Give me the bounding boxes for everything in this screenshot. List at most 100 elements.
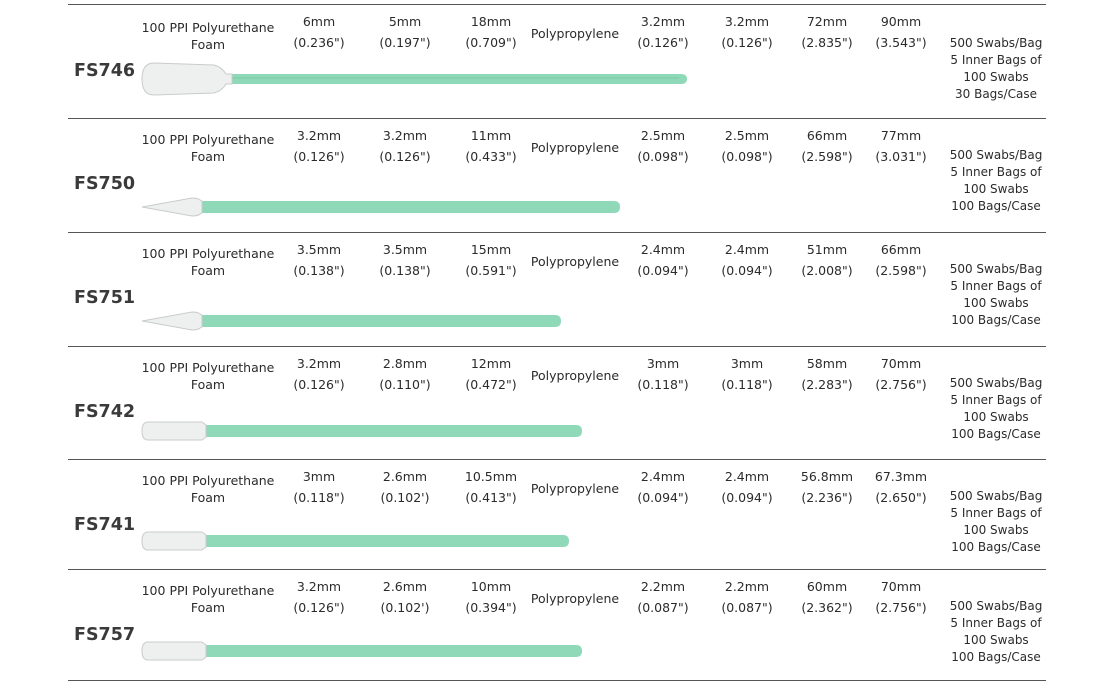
dimension-inch: (3.543"): [875, 35, 927, 50]
dimension-mm: 3.2mm: [724, 14, 770, 29]
dimension-mm: 2.5mm: [640, 128, 686, 143]
dimension-inch: (0.433"): [465, 149, 517, 164]
dimension-inch: (0.102'): [380, 600, 430, 615]
dimension-d1: 3.2mm (0.126"): [280, 576, 358, 618]
packaging-line: 100 Swabs: [963, 182, 1029, 196]
dimension-inch: (2.362"): [801, 600, 853, 615]
dimension-inch: (0.126"): [293, 149, 345, 164]
dimension-inch: (0.138"): [293, 263, 345, 278]
packaging-line: 500 Swabs/Bag: [949, 262, 1043, 276]
handle: [204, 425, 582, 437]
dimension-d5: 2.4mm (0.094"): [708, 239, 786, 281]
dimension-d2: 5mm (0.197"): [366, 11, 444, 53]
dimension-mm: 90mm: [880, 14, 922, 29]
dimension-mm: 67.3mm: [874, 469, 928, 484]
dimension-d1: 3.5mm (0.138"): [280, 239, 358, 281]
dimension-inch: (0.110"): [379, 377, 431, 392]
dimension-mm: 3.5mm: [382, 242, 428, 257]
foam-line: 100 PPI Polyurethane: [141, 132, 275, 147]
foam-line: Foam: [190, 377, 226, 392]
handle: [202, 201, 620, 213]
dimension-mm: 3mm: [302, 469, 336, 484]
dimension-inch: (2.598"): [875, 263, 927, 278]
packaging-line: 5 Inner Bags of: [950, 616, 1042, 630]
dimension-mm: 2.4mm: [640, 242, 686, 257]
foam-material: 100 PPI Polyurethane Foam: [138, 359, 278, 393]
swab-illustration: [141, 311, 561, 331]
packaging-line: 5 Inner Bags of: [950, 53, 1042, 67]
foam-material: 100 PPI Polyurethane Foam: [138, 19, 278, 53]
dimension-d4: 2.2mm (0.087"): [624, 576, 702, 618]
dimension-inch: (0.118"): [721, 377, 773, 392]
foam-tip: [141, 641, 207, 661]
table-row: FS746 100 PPI Polyurethane Foam 6mm (0.236")…: [68, 4, 1046, 119]
packaging-info: 500 Swabs/Bag 5 Inner Bags of 100 Swabs 30 …: [938, 35, 1054, 103]
dimension-mm: 77mm: [880, 128, 922, 143]
swab-illustration: [141, 641, 582, 661]
foam-line: 100 PPI Polyurethane: [141, 583, 275, 598]
model-number: FS750: [74, 174, 136, 194]
dimension-mm: 60mm: [806, 579, 848, 594]
dimension-d2: 3.2mm (0.126"): [366, 125, 444, 167]
dimension-mm: 6mm: [302, 14, 336, 29]
dimension-inch: (0.118"): [293, 490, 345, 505]
dimension-mm: 2.6mm: [382, 579, 428, 594]
dimension-inch: (0.236"): [293, 35, 345, 50]
dimension-mm: 10.5mm: [464, 469, 518, 484]
dimension-mm: 2.4mm: [640, 469, 686, 484]
foam-material: 100 PPI Polyurethane Foam: [138, 472, 278, 506]
table-row: FS742 100 PPI Polyurethane Foam 3.2mm (0.126…: [68, 346, 1046, 460]
dimension-mm: 2.2mm: [640, 579, 686, 594]
handle-material: Polypropylene: [530, 140, 620, 155]
handle: [202, 315, 561, 327]
swab-illustration: [141, 197, 620, 217]
packaging-line: 100 Bags/Case: [951, 199, 1041, 213]
foam-line: Foam: [190, 263, 226, 278]
model-number: FS742: [74, 402, 136, 422]
dimension-d7: 66mm (2.598"): [862, 239, 940, 281]
packaging-line: 500 Swabs/Bag: [949, 489, 1043, 503]
model-number: FS751: [74, 288, 136, 308]
handle-material: Polypropylene: [530, 26, 620, 41]
dimension-mm: 3.2mm: [296, 579, 342, 594]
foam-tip: [141, 197, 203, 217]
foam-line: 100 PPI Polyurethane: [141, 20, 275, 35]
foam-line: Foam: [190, 600, 226, 615]
dimension-mm: 2.2mm: [724, 579, 770, 594]
dimension-mm: 15mm: [470, 242, 512, 257]
dimension-inch: (0.394"): [465, 600, 517, 615]
packaging-line: 100 Bags/Case: [951, 540, 1041, 554]
dimension-inch: (2.756"): [875, 600, 927, 615]
dimension-inch: (3.031"): [875, 149, 927, 164]
dimension-d6: 60mm (2.362"): [788, 576, 866, 618]
dimension-mm: 2.8mm: [382, 356, 428, 371]
packaging-line: 30 Bags/Case: [955, 87, 1037, 101]
packaging-line: 100 Bags/Case: [951, 427, 1041, 441]
dimension-inch: (0.126"): [379, 149, 431, 164]
dimension-inch: (2.283"): [801, 377, 853, 392]
handle-material: Polypropylene: [530, 368, 620, 383]
dimension-d3: 10mm (0.394"): [452, 576, 530, 618]
model-number: FS741: [74, 515, 136, 535]
dimension-d5: 2.2mm (0.087"): [708, 576, 786, 618]
dimension-d3: 15mm (0.591"): [452, 239, 530, 281]
dimension-mm: 56.8mm: [800, 469, 854, 484]
dimension-mm: 3.2mm: [296, 128, 342, 143]
packaging-line: 500 Swabs/Bag: [949, 376, 1043, 390]
dimension-d5: 2.5mm (0.098"): [708, 125, 786, 167]
dimension-mm: 2.4mm: [724, 242, 770, 257]
dimension-inch: (0.126"): [293, 377, 345, 392]
packaging-line: 5 Inner Bags of: [950, 506, 1042, 520]
foam-tip: [141, 311, 203, 331]
foam-line: Foam: [190, 490, 226, 505]
dimension-d4: 3mm (0.118"): [624, 353, 702, 395]
dimension-inch: (2.236"): [801, 490, 853, 505]
dimension-mm: 3.2mm: [640, 14, 686, 29]
foam-line: Foam: [190, 149, 226, 164]
dimension-inch: (0.094"): [721, 263, 773, 278]
dimension-d1: 3.2mm (0.126"): [280, 125, 358, 167]
packaging-line: 500 Swabs/Bag: [949, 36, 1043, 50]
handle-shade: [230, 77, 679, 79]
dimension-inch: (0.197"): [379, 35, 431, 50]
packaging-info: 500 Swabs/Bag 5 Inner Bags of 100 Swabs 100…: [938, 598, 1054, 666]
